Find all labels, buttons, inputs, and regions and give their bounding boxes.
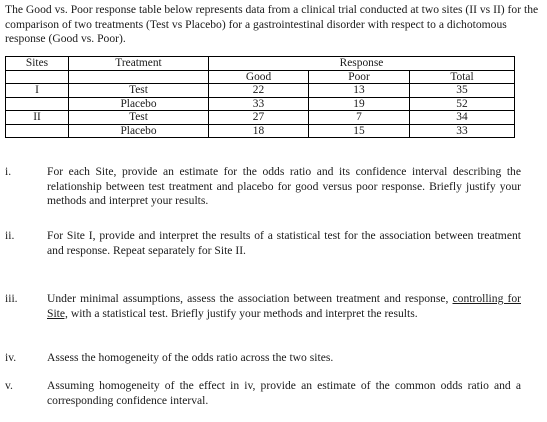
question-number: i.	[5, 165, 12, 178]
question-text: For Site I, provide and interpret the re…	[47, 229, 521, 257]
table-row: Placebo 18 15 33	[5, 123, 515, 138]
header-treatment: Treatment	[68, 56, 209, 71]
header-good: Good	[208, 69, 309, 84]
intro-paragraph: The Good vs. Poor response table below r…	[5, 3, 539, 46]
cell-total: 33	[409, 123, 515, 138]
question-text: Assess the homogeneity of the odds ratio…	[47, 351, 334, 364]
question-text-part: with a statistical test. Briefly justify…	[67, 306, 418, 320]
response-table: Sites Treatment Response Good Poor Total…	[5, 56, 515, 138]
question-text: For each Site, provide an estimate for t…	[47, 165, 521, 208]
table-row: I Test 22 13 35	[5, 83, 515, 98]
question-text: Assuming homogeneity of the effect in iv…	[47, 379, 521, 407]
question-number: v.	[5, 379, 13, 392]
header-total: Total	[409, 69, 515, 84]
question-text-part: Under minimal assumptions, assess the as…	[47, 292, 453, 305]
question-number: ii.	[5, 229, 15, 242]
table-row: Placebo 33 19 52	[5, 96, 515, 111]
cell-treatment: Placebo	[68, 96, 209, 111]
question-number: iv.	[5, 351, 17, 364]
cell-good: 18	[208, 123, 309, 138]
question-number: iii.	[5, 292, 18, 305]
question-text: Under minimal assumptions, assess the as…	[47, 292, 521, 321]
table-header-row: Sites Treatment Response	[5, 56, 515, 71]
cell-treatment: Placebo	[68, 123, 209, 138]
question-text-underlined: controlling for Site,	[47, 292, 521, 320]
